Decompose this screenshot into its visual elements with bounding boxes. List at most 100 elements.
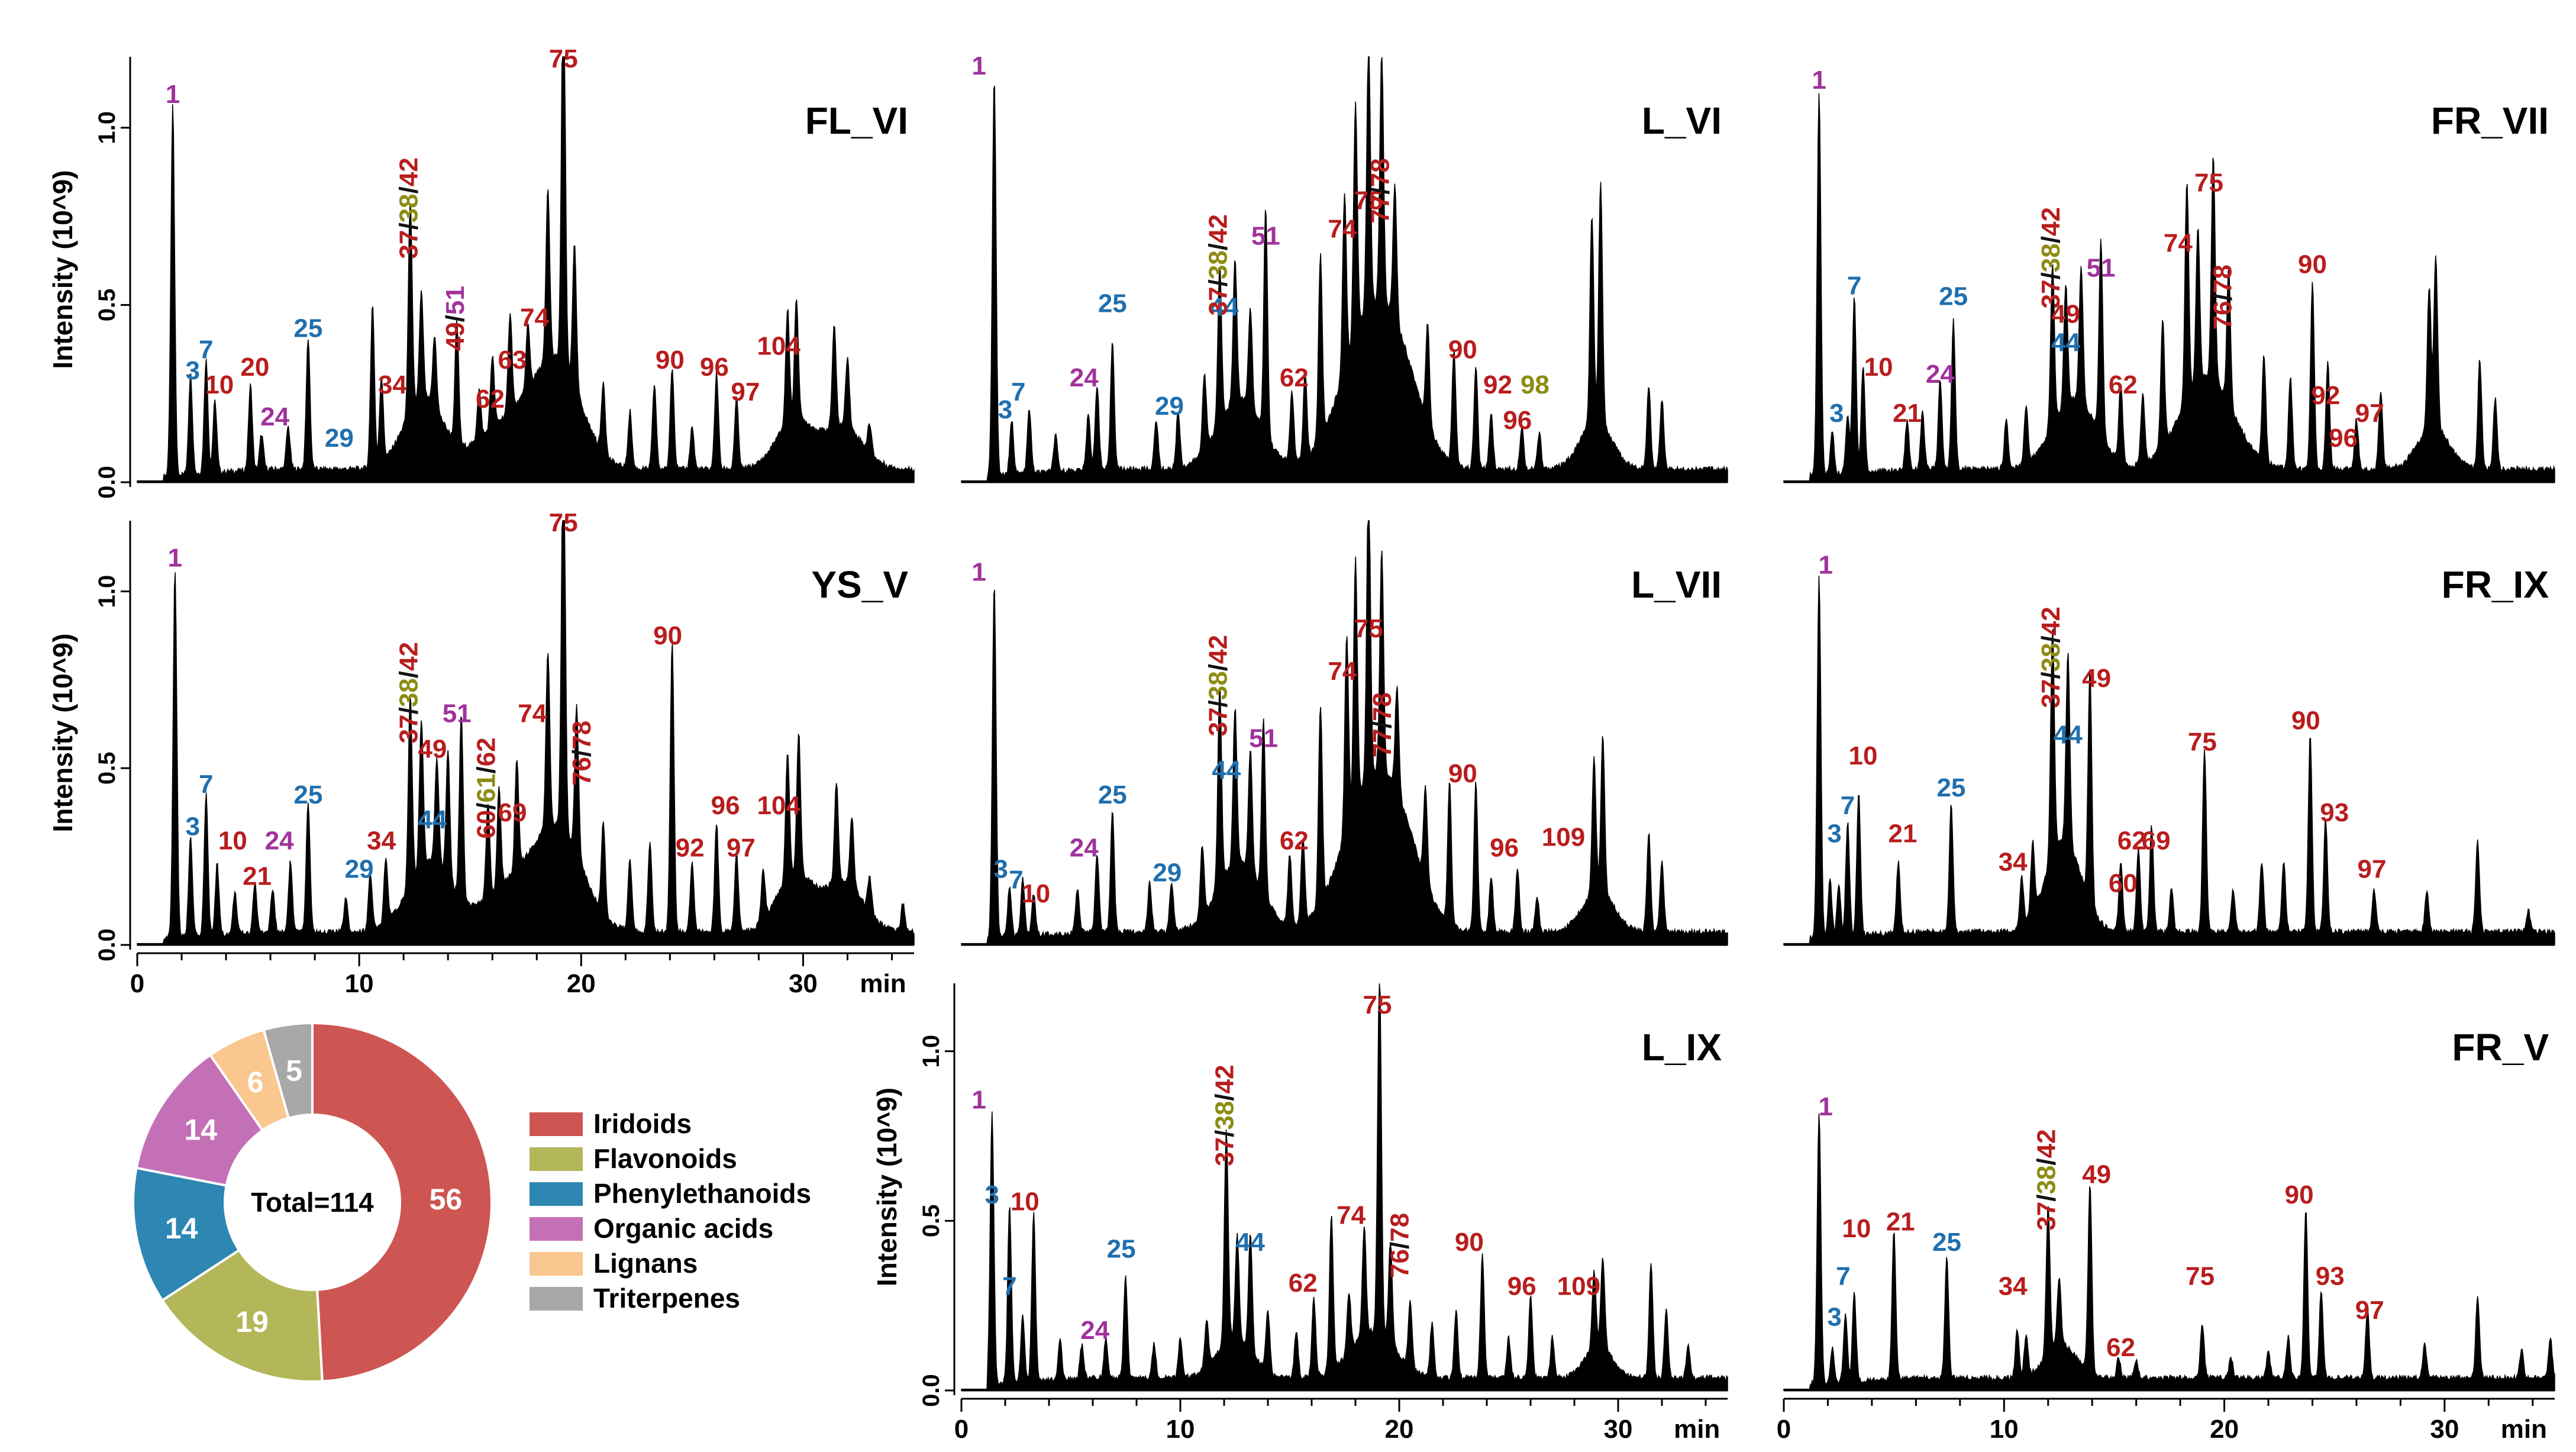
peak-label-part: 78 — [1368, 692, 1397, 721]
peak-label: 90 — [653, 621, 682, 650]
peak-label-part: / — [1210, 1130, 1239, 1137]
chromatogram-trace — [1783, 575, 2555, 946]
peak-label: 10 — [218, 827, 247, 856]
legend-label: Lignans — [593, 1248, 698, 1279]
legend-swatch — [530, 1112, 583, 1136]
peak-label: 21 — [1886, 1208, 1915, 1237]
panel-title: FR_VII — [2431, 99, 2549, 142]
peak-label-part: / — [394, 671, 423, 678]
y-tick-label: 0.0 — [918, 1374, 944, 1407]
peak-label: 90 — [2291, 706, 2320, 735]
peak-label-part: 78 — [1366, 158, 1394, 187]
peak-label-stacked: 76/78 — [567, 721, 596, 786]
peak-label: 90 — [2285, 1180, 2314, 1209]
donut-slice-value: 14 — [165, 1212, 198, 1245]
x-tick-label: 0 — [1777, 1415, 1791, 1444]
peak-label-stacked: 37/38/42 — [2032, 1129, 2061, 1230]
peak-label-part: 61 — [472, 774, 501, 803]
peak-label: 7 — [1002, 1272, 1016, 1301]
peak-label: 62 — [476, 385, 505, 414]
peak-label-stacked: 76/78 — [1385, 1213, 1414, 1278]
donut-slice-value: 14 — [184, 1114, 217, 1147]
peak-label: 44 — [1236, 1228, 1265, 1257]
peak-label-part: 77 — [1366, 195, 1394, 224]
peak-label-stacked: 77/78 — [1366, 158, 1394, 223]
x-tick-label: 20 — [2210, 1415, 2239, 1444]
peak-label-part: 42 — [1203, 635, 1232, 664]
peak-label: 75 — [1354, 614, 1383, 643]
legend-label: Phenylethanoids — [593, 1178, 811, 1209]
peak-label-part: 62 — [472, 737, 501, 766]
peak-label: 74 — [1328, 657, 1357, 686]
y-axis-label: Intensity (10^9) — [871, 1088, 902, 1286]
peak-label: 51 — [443, 699, 472, 728]
peak-label-stacked: 37/38/42 — [1203, 635, 1232, 736]
peak-label: 24 — [1070, 363, 1099, 392]
peak-label: 1 — [1818, 1092, 1832, 1121]
peak-label: 96 — [1490, 834, 1519, 863]
peak-label: 21 — [1893, 399, 1922, 428]
peak-label: 74 — [1328, 215, 1357, 244]
peak-label: 96 — [700, 353, 729, 382]
x-axis-unit: min — [2501, 1415, 2547, 1444]
peak-label: 44 — [2054, 720, 2083, 749]
peak-label-part: 42 — [1210, 1064, 1239, 1093]
peak-label-part: / — [2208, 293, 2237, 301]
peak-label-part: 49 — [441, 322, 470, 351]
peak-label-part: 37 — [2032, 1202, 2061, 1231]
y-tick-label: 0.5 — [94, 289, 120, 322]
panel-title: L_VII — [1631, 563, 1722, 606]
peak-label-part: 42 — [2036, 207, 2065, 236]
peak-label: 7 — [1847, 271, 1861, 300]
peak-label: 29 — [1155, 392, 1184, 421]
peak-label: 63 — [498, 346, 527, 375]
peak-label: 24 — [260, 402, 289, 431]
peak-label: 3 — [186, 812, 200, 841]
donut-slice — [262, 1021, 314, 1120]
peak-label-stacked: 37/38/42 — [1210, 1064, 1239, 1166]
peak-label-stacked: 76/78 — [2208, 264, 2237, 330]
peak-label-stacked: 37/38/42 — [2036, 207, 2065, 308]
x-tick-label: 30 — [2430, 1415, 2459, 1444]
peak-label: 25 — [1939, 282, 1968, 311]
peak-label: 1 — [168, 544, 182, 573]
x-axis-unit: min — [1674, 1415, 1720, 1444]
peak-label: 24 — [265, 827, 294, 856]
peak-label: 62 — [2117, 827, 2146, 856]
panel-title: L_IX — [1642, 1026, 1722, 1069]
panel-l-ix: 0.0 0.5 1.0 Intensity (10^9) 0 10 20 30 min L_IX 1… — [871, 983, 1728, 1444]
peak-label-part: / — [1203, 700, 1232, 707]
peak-label-part: / — [1385, 1242, 1414, 1249]
peak-label: 69 — [498, 798, 527, 827]
legend-swatch — [530, 1147, 583, 1171]
peak-label-part: / — [1368, 721, 1397, 728]
composition-donut: 56 19 14 14 6 5 Total=114 — [132, 1021, 493, 1383]
peak-label: 75 — [549, 44, 578, 73]
peak-label-part: 38 — [2036, 243, 2065, 272]
peak-label-part: 76 — [2208, 301, 2237, 330]
y-tick-label: 1.0 — [94, 111, 120, 144]
donut-slice-value: 19 — [235, 1305, 269, 1338]
peak-label: 1 — [971, 558, 986, 587]
peak-label: 24 — [1070, 834, 1099, 863]
chromatogram-trace — [961, 983, 1728, 1391]
peak-label: 34 — [378, 370, 407, 399]
peak-label-part: 38 — [1203, 250, 1232, 279]
x-tick-label: 0 — [954, 1415, 969, 1444]
peak-label-part: 42 — [1203, 214, 1232, 243]
peak-label: 7 — [1009, 865, 1023, 894]
legend-swatch — [530, 1217, 583, 1241]
peak-label: 97 — [727, 834, 756, 863]
chromatogram-trace — [137, 56, 915, 483]
peak-label-part: 51 — [441, 286, 470, 315]
peak-label-part: 42 — [394, 157, 423, 186]
peak-label: 92 — [2311, 381, 2340, 410]
peak-label-stacked: 77/78 — [1368, 692, 1397, 757]
peak-label-part: 37 — [2036, 279, 2065, 308]
peak-label-part: / — [394, 222, 423, 230]
peak-label-part: 42 — [2032, 1129, 2061, 1158]
peak-label: 7 — [199, 770, 213, 799]
peak-label: 49 — [418, 734, 447, 763]
